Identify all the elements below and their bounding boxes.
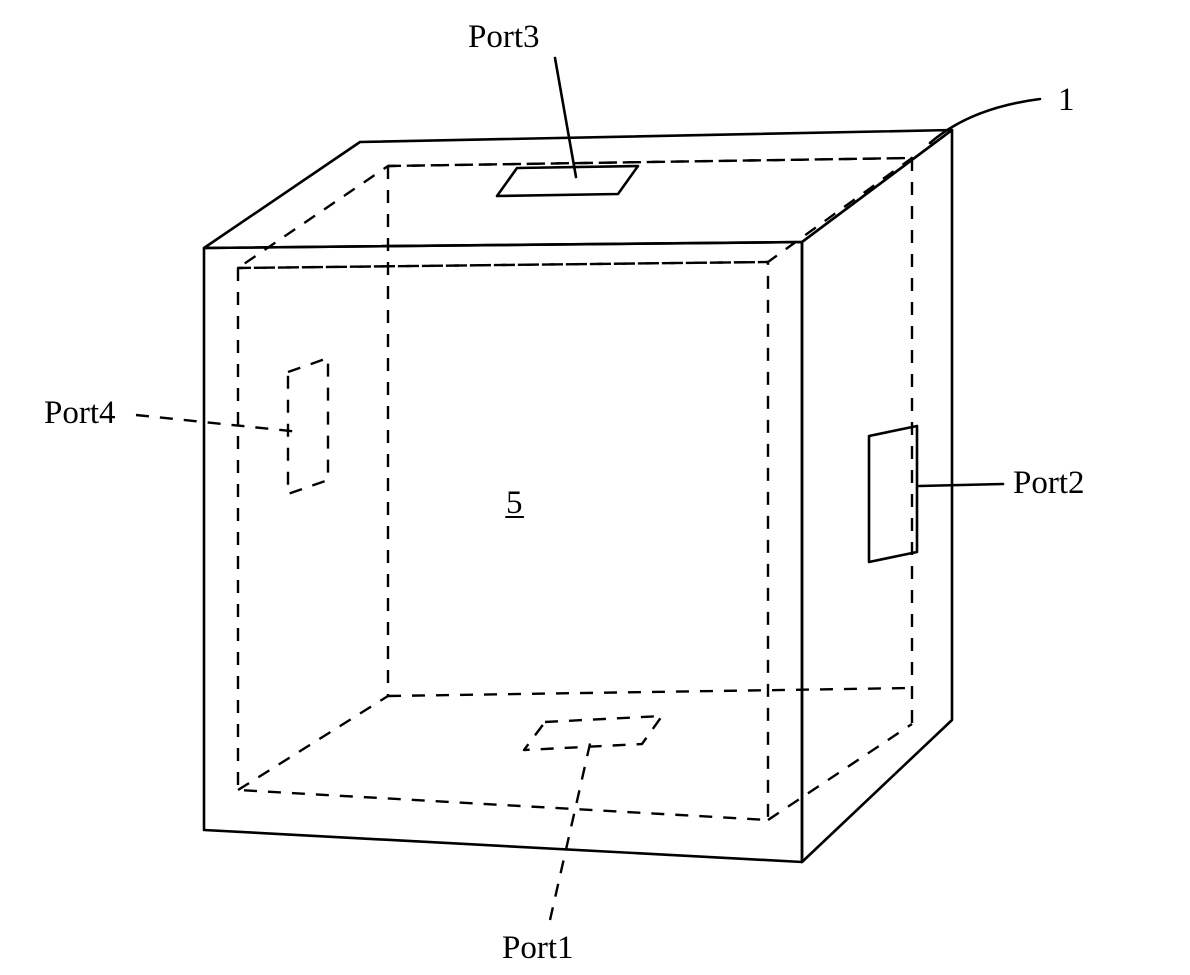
- port1-slot: [524, 716, 662, 750]
- leader-port1: [550, 735, 592, 920]
- ref1-label: 1: [1058, 82, 1075, 118]
- inner-floor-right-edge: [768, 724, 912, 820]
- port3-slot: [497, 166, 638, 196]
- center-label: 5: [506, 485, 523, 521]
- inner-front-opening: [238, 262, 768, 820]
- leader-port2: [919, 484, 1003, 486]
- port1-label: Port1: [502, 930, 574, 966]
- leader-port3: [555, 58, 576, 177]
- port2-slot: [869, 426, 917, 562]
- port2-label: Port2: [1013, 465, 1085, 501]
- inner-floor-left-edge: [238, 696, 388, 790]
- leader-ref1: [930, 99, 1040, 143]
- front-face: [204, 242, 802, 862]
- port3-label: Port3: [468, 19, 540, 55]
- right-face: [802, 130, 952, 862]
- inner-back-bottom-edge: [388, 688, 912, 696]
- port4-label: Port4: [44, 395, 116, 431]
- top-face: [204, 130, 952, 248]
- port4-slot: [288, 358, 328, 494]
- leader-port4: [136, 415, 300, 432]
